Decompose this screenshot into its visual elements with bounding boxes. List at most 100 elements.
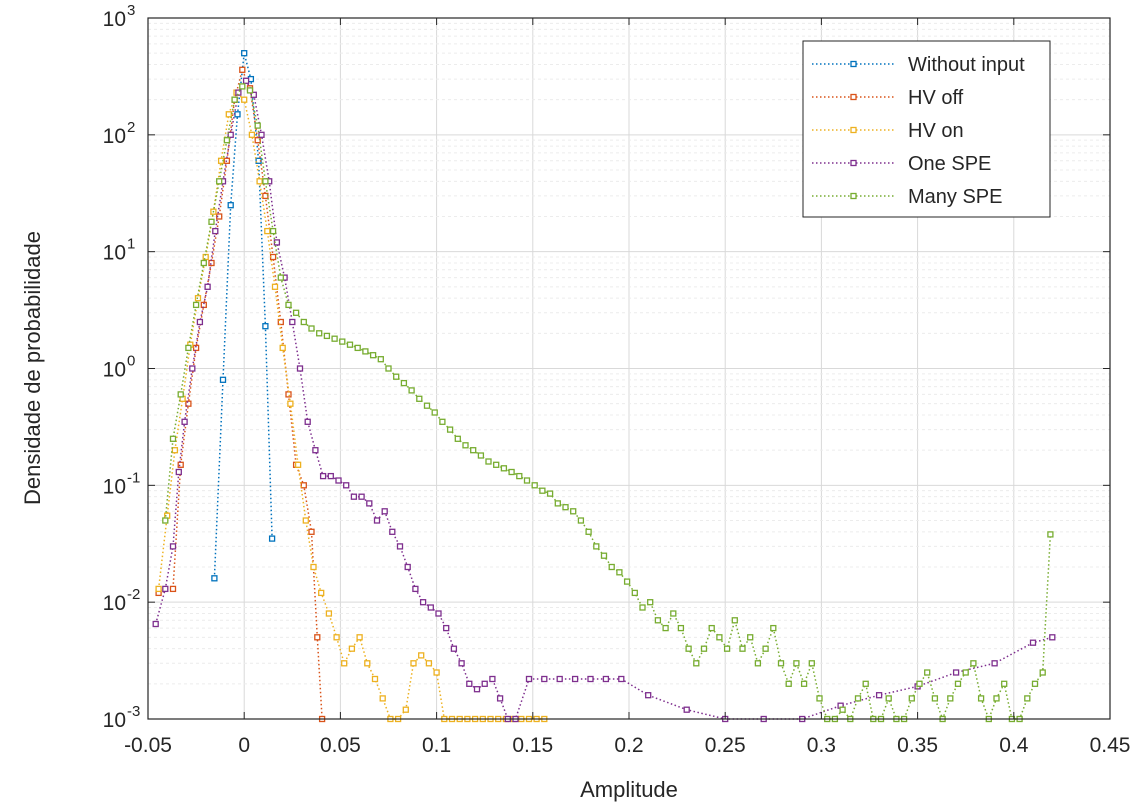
- data-point: [348, 645, 356, 652]
- data-point: [169, 543, 177, 550]
- data-point: [304, 418, 311, 425]
- data-point: [339, 338, 346, 345]
- y-tick-label: 10: [103, 125, 126, 148]
- data-point: [396, 543, 404, 550]
- data-point: [377, 356, 384, 363]
- data-point: [546, 490, 554, 497]
- data-point: [248, 131, 256, 138]
- data-point: [716, 634, 723, 641]
- data-point: [241, 96, 248, 103]
- data-point: [227, 202, 234, 209]
- x-tick-label: 0.05: [320, 734, 361, 757]
- data-point: [175, 468, 182, 476]
- data-point: [362, 348, 369, 355]
- data-point: [685, 645, 692, 652]
- data-point: [185, 344, 192, 352]
- data-point: [379, 695, 386, 702]
- data-point: [470, 447, 477, 454]
- data-point: [216, 178, 223, 185]
- data-point: [310, 563, 317, 571]
- data-point: [189, 365, 196, 372]
- data-point: [1029, 639, 1037, 646]
- data-point: [443, 624, 450, 632]
- data-point: [312, 447, 319, 454]
- data-point: [454, 435, 461, 442]
- data-point: [500, 465, 508, 472]
- x-tick-label: 0.2: [614, 734, 643, 757]
- legend-entry: Without input: [812, 54, 1025, 76]
- data-point: [264, 227, 271, 235]
- data-point: [708, 624, 715, 632]
- data-point: [373, 517, 381, 524]
- data-point: [350, 493, 358, 500]
- data-point: [262, 178, 269, 185]
- data-point: [525, 675, 533, 683]
- data-point: [219, 376, 227, 383]
- legend-marker: [850, 192, 857, 200]
- data-point: [562, 504, 569, 511]
- data-point: [631, 589, 638, 597]
- data-point: [508, 468, 515, 476]
- data-point: [554, 500, 561, 507]
- data-point: [302, 517, 309, 524]
- data-point: [931, 695, 939, 702]
- legend-label: Many SPE: [908, 186, 1002, 208]
- y-axis-label: Densidade de probabilidade: [20, 231, 45, 505]
- data-point: [354, 344, 361, 352]
- data-point: [427, 604, 434, 611]
- data-point: [381, 508, 388, 515]
- data-point: [541, 675, 548, 683]
- data-point: [400, 379, 408, 387]
- data-point: [993, 695, 1000, 702]
- data-point: [623, 578, 631, 585]
- data-point: [277, 274, 284, 281]
- data-point: [777, 660, 785, 667]
- data-point: [343, 482, 350, 489]
- data-point: [875, 692, 883, 699]
- data-point: [608, 563, 615, 571]
- x-tick-label: 0.25: [705, 734, 746, 757]
- data-point: [239, 66, 246, 73]
- y-tick-exponent: 1: [127, 236, 135, 253]
- data-point: [1049, 634, 1056, 641]
- y-tick-exponent: -2: [127, 586, 140, 603]
- data-point: [211, 575, 218, 582]
- data-point: [647, 599, 654, 606]
- data-point: [300, 482, 307, 489]
- data-point: [333, 634, 340, 641]
- data-point: [645, 692, 652, 699]
- data-point: [662, 624, 669, 632]
- data-point: [389, 528, 396, 535]
- data-point: [192, 301, 200, 309]
- data-point: [800, 680, 808, 687]
- data-point: [385, 365, 392, 372]
- data-point: [314, 634, 321, 641]
- x-tick-label: 0.4: [999, 734, 1029, 757]
- y-tick-exponent: -3: [127, 703, 140, 720]
- data-point: [300, 318, 307, 326]
- data-point: [287, 400, 294, 407]
- data-point: [654, 617, 662, 624]
- data-point: [523, 477, 531, 484]
- data-point: [223, 137, 231, 144]
- data-point: [346, 341, 354, 348]
- ticks: -0.05 0 0.05 0.1 0.15 0.2 0.25 0.3 0.35 0.4 0.4510…: [103, 2, 1131, 757]
- data-point: [577, 517, 585, 524]
- legend-marker: [850, 60, 857, 68]
- data-point: [227, 131, 234, 138]
- data-point: [991, 660, 998, 667]
- data-point: [169, 435, 177, 442]
- data-point: [262, 323, 269, 330]
- data-point: [854, 695, 862, 702]
- data-point: [496, 695, 504, 702]
- y-tick-label: 10: [103, 242, 126, 265]
- data-point: [258, 131, 265, 138]
- data-point: [693, 660, 700, 667]
- data-point: [962, 669, 969, 676]
- data-point: [477, 452, 485, 459]
- data-point: [462, 442, 469, 449]
- y-tick-exponent: 0: [127, 353, 135, 370]
- data-point: [539, 487, 546, 494]
- data-point: [410, 660, 417, 667]
- data-point: [493, 461, 500, 468]
